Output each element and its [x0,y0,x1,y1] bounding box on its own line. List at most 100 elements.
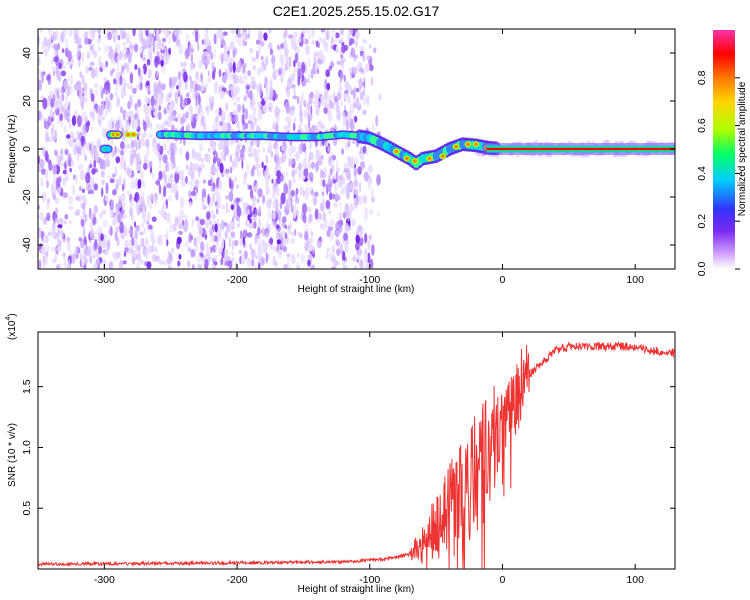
noise-speckle [128,45,134,50]
noise-speckle [141,134,145,146]
noise-speckle [167,195,172,202]
noise-speckle [358,85,361,94]
noise-speckle [126,190,131,196]
noise-speckle [146,195,151,206]
noise-speckle [284,232,288,240]
noise-speckle [176,236,182,245]
noise-speckle [114,230,118,242]
noise-speckle [177,260,181,267]
noise-speckle [51,59,54,65]
noise-speckle [63,256,67,269]
noise-speckle [246,163,250,175]
noise-speckle [302,157,308,170]
noise-speckle [292,95,298,100]
noise-speckle [234,29,237,39]
noise-speckle [157,111,162,121]
noise-speckle [365,262,371,269]
noise-speckle [130,97,133,107]
noise-speckle [187,260,191,268]
noise-speckle [109,178,115,184]
noise-speckle [292,211,297,219]
noise-speckle [175,38,179,45]
noise-speckle [156,50,160,58]
noise-speckle [320,237,324,244]
noise-speckle [294,52,299,64]
noise-speckle [181,112,187,124]
noise-speckle [183,61,188,68]
noise-speckle [162,154,168,164]
noise-speckle [61,230,64,239]
noise-speckle [77,49,81,57]
noise-speckle [101,179,105,185]
noise-speckle [257,107,263,120]
noise-speckle [284,102,290,109]
noise-speckle [279,201,283,210]
noise-speckle [188,104,193,115]
noise-speckle [197,107,200,119]
noise-speckle [354,265,358,269]
noise-speckle [187,122,192,132]
noise-speckle [212,158,216,164]
noise-speckle [89,189,94,195]
noise-speckle [277,210,282,217]
noise-speckle [352,97,358,105]
noise-speckle [231,116,235,124]
noise-speckle [330,36,334,46]
noise-speckle [179,196,185,208]
noise-speckle [308,213,312,218]
noise-speckle [206,242,209,252]
noise-speckle [306,29,311,34]
noise-speckle [124,247,129,253]
noise-speckle [288,157,292,167]
noise-speckle [88,164,93,169]
noise-speckle [256,197,260,204]
noise-speckle [359,146,364,155]
noise-speckle [190,53,193,63]
noise-speckle [284,116,290,123]
noise-speckle [166,229,169,241]
noise-speckle [104,106,108,118]
noise-speckle [209,167,212,180]
noise-speckle [203,118,206,124]
noise-speckle [378,93,382,101]
noise-speckle [294,166,299,175]
colorbar-gradient [713,30,735,269]
noise-speckle [126,120,130,128]
noise-speckle [46,244,50,254]
noise-speckle [292,177,296,184]
noise-speckle [303,167,309,179]
noise-speckle [273,182,276,189]
noise-speckle [43,36,48,48]
noise-speckle [277,249,283,255]
noise-speckle [353,86,357,98]
noise-speckle [141,67,145,75]
noise-speckle [104,62,107,70]
noise-speckle [223,222,228,227]
noise-speckle [145,80,150,86]
noise-speckle [308,98,313,105]
x-tick-label: -100 [359,574,380,586]
noise-speckle [195,216,200,222]
noise-speckle [74,33,79,45]
colorbar-tick-label: 0.0 [696,262,708,277]
noise-speckle [232,48,236,58]
colorbar-tick-label: 0.8 [696,70,708,85]
noise-speckle [194,152,199,160]
noise-speckle [89,255,93,264]
noise-speckle [276,199,279,210]
noise-speckle [229,40,235,51]
y-tick-label: 0.5 [21,501,33,516]
snr-scale-prefix: (x10 [7,320,18,340]
noise-speckle [39,248,43,255]
noise-speckle [307,73,311,84]
noise-speckle [202,260,205,266]
noise-speckle [109,209,114,219]
noise-speckle [306,183,309,194]
noise-speckle [233,101,238,107]
noise-speckle [262,147,265,153]
noise-speckle [201,200,205,207]
noise-speckle [299,61,303,66]
noise-speckle [187,190,192,198]
noise-speckle [300,254,306,263]
